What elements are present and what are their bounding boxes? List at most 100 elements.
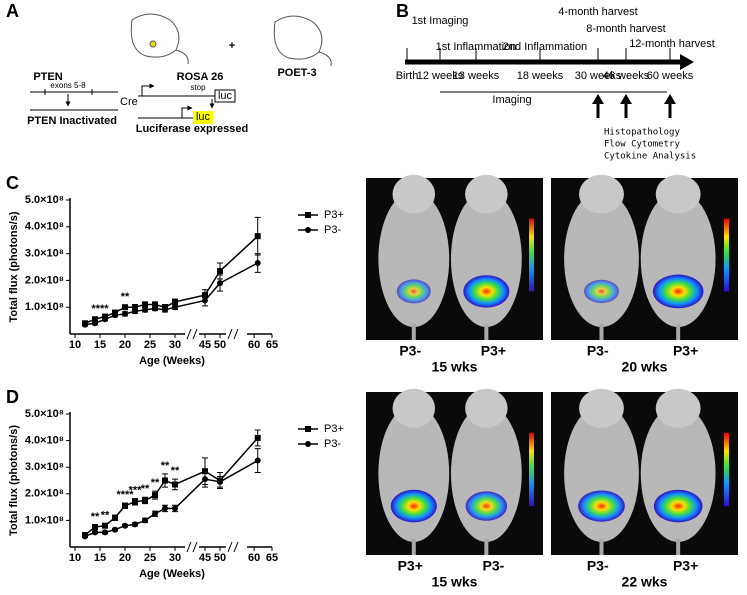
exon-label: exons 5-8: [50, 81, 86, 90]
legend-marker: [305, 426, 311, 432]
x-tick-label: 30: [169, 552, 181, 564]
event-label: 8-month harvest: [586, 23, 665, 35]
result-label: Luciferase expressed: [136, 123, 249, 135]
point: [92, 320, 98, 327]
mouse-head: [655, 174, 701, 214]
panel-label: B: [396, 1, 409, 21]
significance: **: [101, 509, 110, 521]
analysis-label: Histopathology: [604, 128, 680, 138]
point: [142, 517, 148, 524]
y-axis-label: Total flux (photons/s): [8, 425, 20, 536]
mouse-head: [655, 388, 701, 428]
significance: **: [151, 477, 160, 489]
x-tick-label: 15: [94, 552, 106, 564]
analysis-label: Cytokine Analysis: [604, 152, 696, 162]
luminescence: [463, 275, 510, 308]
significance: **: [171, 465, 180, 477]
point: [217, 478, 223, 485]
colorbar: [529, 432, 534, 507]
timeline-head: [680, 54, 694, 70]
point: [217, 268, 223, 275]
arrow-head: [620, 94, 632, 104]
y-tick-label: 1.0×10⁸: [25, 514, 64, 526]
luc-label: luc: [218, 90, 233, 102]
x-tick-label: 60: [248, 552, 260, 564]
x-tick-label: 45: [199, 339, 211, 351]
arrow-head: [592, 94, 604, 104]
x-tick-label: 65: [266, 339, 278, 351]
luminescence: [465, 491, 508, 521]
x-axis-label: Age (Weeks): [139, 568, 205, 580]
panel-label: D: [6, 387, 19, 407]
luminescence: [578, 490, 625, 522]
significance: **: [121, 291, 130, 303]
colorbar: [724, 218, 729, 292]
x-tick-label: 45: [199, 552, 211, 564]
legend-label: P3-: [324, 438, 341, 450]
colorbar: [724, 432, 729, 507]
point: [92, 529, 98, 536]
event-label: 1st Inflammation: [436, 41, 517, 53]
photo-caption: 15 wks: [432, 359, 478, 375]
y-tick-label: 3.0×10⁸: [25, 248, 64, 260]
axis-break: [186, 541, 192, 553]
x-axis-label: Age (Weeks): [139, 355, 205, 367]
photo-label: P3-: [483, 558, 505, 574]
significance: **: [141, 483, 150, 495]
point: [142, 306, 148, 313]
gene-label: ROSA 26: [177, 71, 224, 83]
x-tick-label: 25: [144, 552, 156, 564]
point: [152, 492, 158, 499]
legend-marker: [305, 212, 311, 218]
point: [217, 280, 223, 287]
imaging-label: Imaging: [492, 94, 531, 106]
x-tick-label: 50: [214, 339, 226, 351]
point: [152, 301, 158, 308]
arrow: [141, 83, 155, 96]
legend-label: P3+: [324, 209, 344, 221]
point: [132, 308, 138, 315]
point: [254, 233, 261, 240]
significance: **: [91, 511, 100, 523]
y-axis-label: Total flux (photons/s): [8, 211, 20, 322]
y-tick-label: 2.0×10⁸: [25, 488, 64, 500]
point: [254, 259, 261, 266]
point: [172, 298, 178, 305]
x-tick-label: 10: [69, 552, 81, 564]
timeline-label: 46 weeks: [603, 70, 650, 82]
arrow: [181, 105, 193, 118]
panel-label: A: [6, 1, 19, 21]
x-tick-label: 15: [94, 339, 106, 351]
significance: ****: [116, 489, 134, 501]
y-tick-label: 3.0×10⁸: [25, 461, 64, 473]
timeline-label: 12 weeks: [417, 70, 464, 82]
luc-box: [214, 89, 236, 103]
point: [254, 457, 261, 464]
significance: ***: [129, 484, 143, 496]
y-tick-label: 5.0×10⁸: [25, 194, 64, 206]
event-label: 2nd Inflammation: [503, 41, 587, 53]
point: [112, 514, 118, 521]
event-label: 1st Imaging: [412, 15, 469, 27]
point: [82, 533, 88, 540]
significance: ****: [91, 303, 109, 315]
point: [162, 477, 168, 484]
y-tick-label: 1.0×10⁸: [25, 301, 64, 313]
point: [142, 497, 148, 504]
stop-label: stop: [190, 83, 206, 92]
legend-label: P3+: [324, 423, 344, 435]
point: [112, 526, 118, 533]
timeline-label: 18 weeks: [517, 70, 564, 82]
result-label: PTEN Inactivated: [27, 115, 117, 127]
x-tick-label: 50: [214, 552, 226, 564]
panel-a: A + POET-3 PTEN exons 5-8 PTEN Inactivat…: [6, 1, 332, 135]
mouse-icon: [273, 15, 332, 67]
cre-label: Cre: [120, 96, 138, 108]
point: [92, 524, 98, 531]
point: [202, 297, 208, 304]
timeline-label: 60 weeks: [647, 70, 694, 82]
point: [152, 305, 158, 312]
luminescence: [390, 489, 437, 523]
point: [122, 304, 128, 311]
